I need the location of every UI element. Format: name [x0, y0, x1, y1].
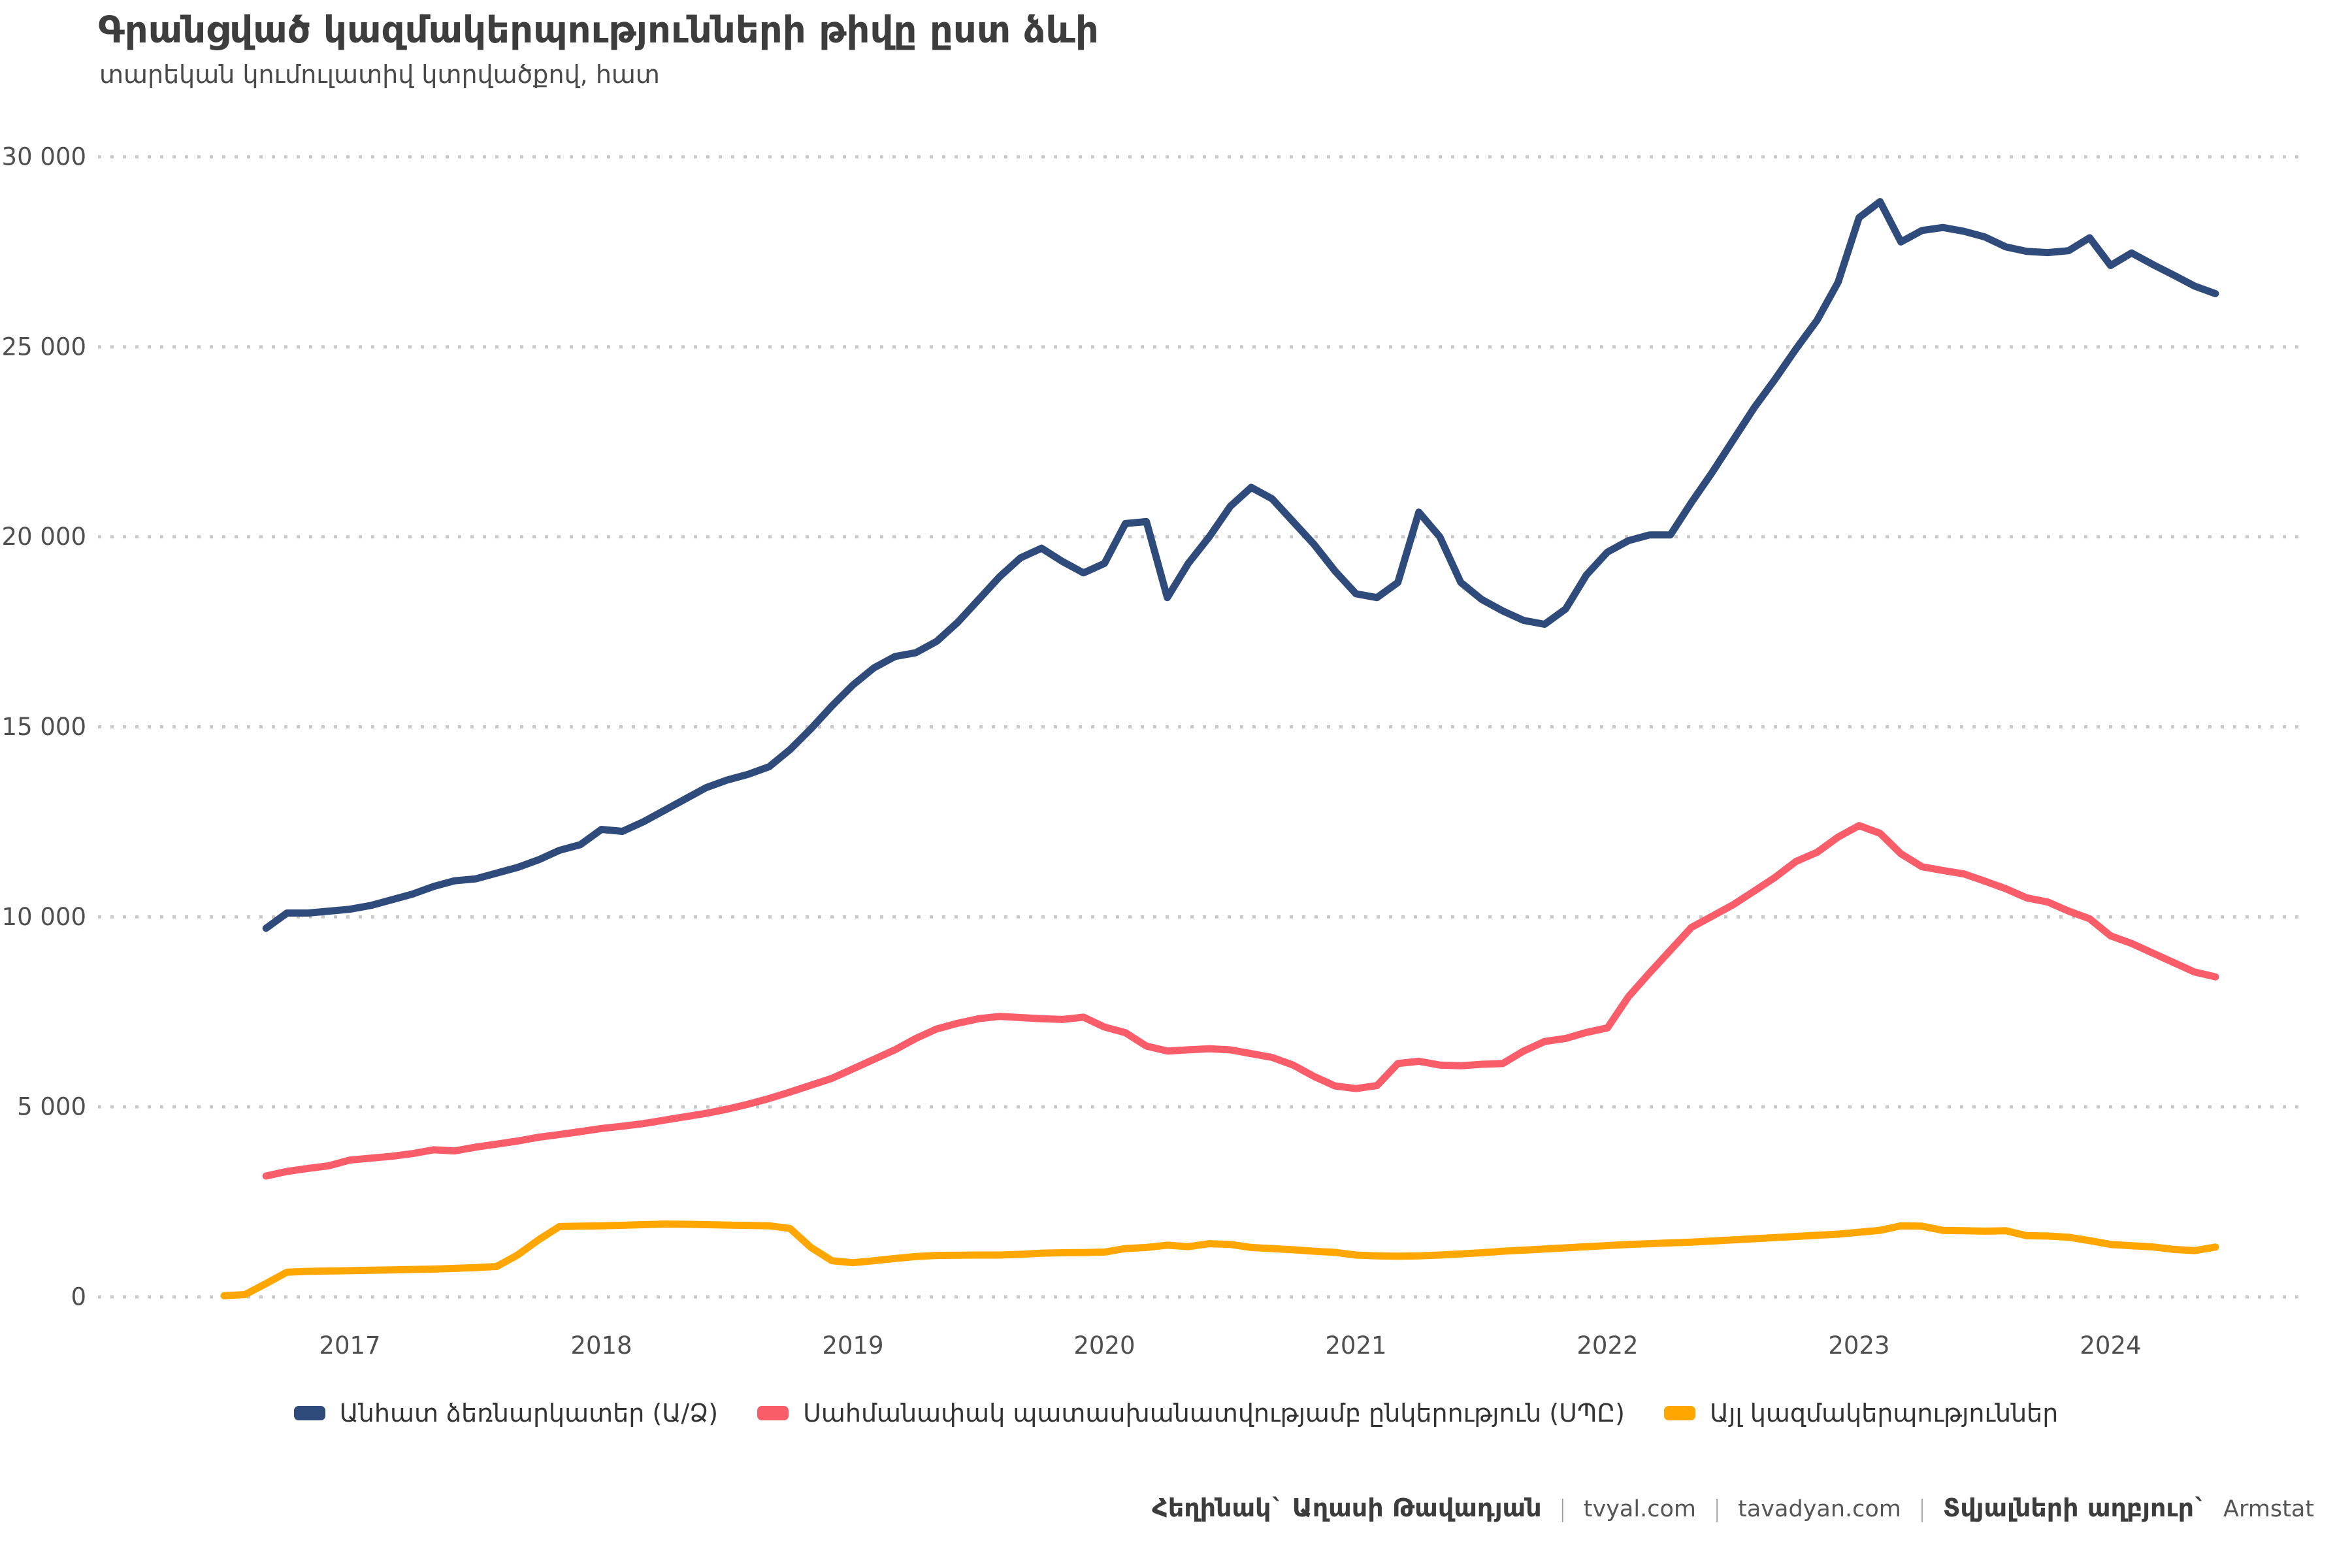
legend: Անհատ ձեռնարկատեր (Ա/Ձ) Սահմանափակ պատաս… — [0, 1390, 2352, 1436]
legend-label-llc: Սահմանափակ պատասխանատվությամբ ընկերությո… — [803, 1399, 1625, 1428]
x-axis-tick-labels: 2017 2018 2019 2020 2021 2022 2023 2024 — [319, 1331, 2141, 1360]
legend-item-llc: Սահմանափակ պատասխանատվությամբ ընկերությո… — [757, 1399, 1625, 1428]
series-line-llc — [262, 822, 2219, 1180]
footer-separator-1: | — [1558, 1495, 1567, 1522]
series-line-other-organizations — [220, 1220, 2219, 1299]
legend-swatch-navy — [293, 1406, 325, 1420]
legend-swatch-orange — [1664, 1406, 1695, 1420]
x-axis-tick-label-2023: 2023 — [1828, 1331, 1889, 1360]
y-axis-tick-label: 25 000 — [2, 333, 86, 361]
y-axis-tick-label: 15 000 — [2, 713, 86, 741]
series-line-individual-entrepreneurs — [262, 198, 2219, 932]
footer-link-tvyal[interactable]: tvyal.com — [1583, 1496, 1696, 1522]
footer-separator-3: | — [1918, 1495, 1927, 1522]
legend-item-individual-entrepreneurs: Անհատ ձեռնարկատեր (Ա/Ձ) — [293, 1399, 719, 1428]
legend-swatch-red — [757, 1406, 789, 1420]
page-title: Գրանցված կազմակերպությունների թիվը ըստ ձ… — [98, 9, 1099, 52]
x-axis-tick-label-2024: 2024 — [2080, 1331, 2141, 1360]
x-axis-tick-label-2020: 2020 — [1073, 1331, 1135, 1360]
footer-credits: Հեղինակ` Աղասի Թավադյան | tvyal.com | ta… — [1152, 1494, 2314, 1522]
legend-item-other-organizations: Այլ կազմակերպություններ — [1664, 1399, 2058, 1428]
footer-source-value: Armstat — [2223, 1496, 2314, 1522]
footer-source-label: Տվյալների աղբյուր` — [1943, 1494, 2207, 1522]
x-axis-tick-label-2017: 2017 — [319, 1331, 380, 1360]
x-axis-tick-label-2021: 2021 — [1325, 1331, 1386, 1360]
y-axis-tick-label: 20 000 — [2, 523, 86, 551]
y-axis-tick-label: 10 000 — [2, 903, 86, 931]
x-axis-tick-label-2022: 2022 — [1576, 1331, 1638, 1360]
series-lines-group — [220, 198, 2219, 1299]
legend-label-individual-entrepreneurs: Անհատ ձեռնարկատեր (Ա/Ձ) — [339, 1399, 719, 1428]
y-axis-tick-label: 5 000 — [17, 1093, 86, 1121]
footer-separator-2: | — [1712, 1495, 1722, 1522]
y-axis-tick-label: 30 000 — [2, 143, 86, 171]
page-subtitle: տարեկան կումուլատիվ կտրվածքով, հատ — [99, 60, 660, 89]
footer-author: Հեղինակ` Աղասի Թավադյան — [1152, 1494, 1542, 1522]
y-axis-tick-label: 0 — [71, 1283, 86, 1311]
footer-link-tavadyan[interactable]: tavadyan.com — [1738, 1496, 1901, 1522]
x-axis-tick-label-2019: 2019 — [822, 1331, 883, 1360]
legend-label-other-organizations: Այլ կազմակերպություններ — [1710, 1399, 2059, 1428]
y-axis-tick-labels: 0 5 000 10 000 15 000 20 000 25 000 30 000 — [2, 143, 86, 1311]
gridlines-group — [98, 155, 2306, 1299]
x-axis-tick-label-2018: 2018 — [570, 1331, 632, 1360]
